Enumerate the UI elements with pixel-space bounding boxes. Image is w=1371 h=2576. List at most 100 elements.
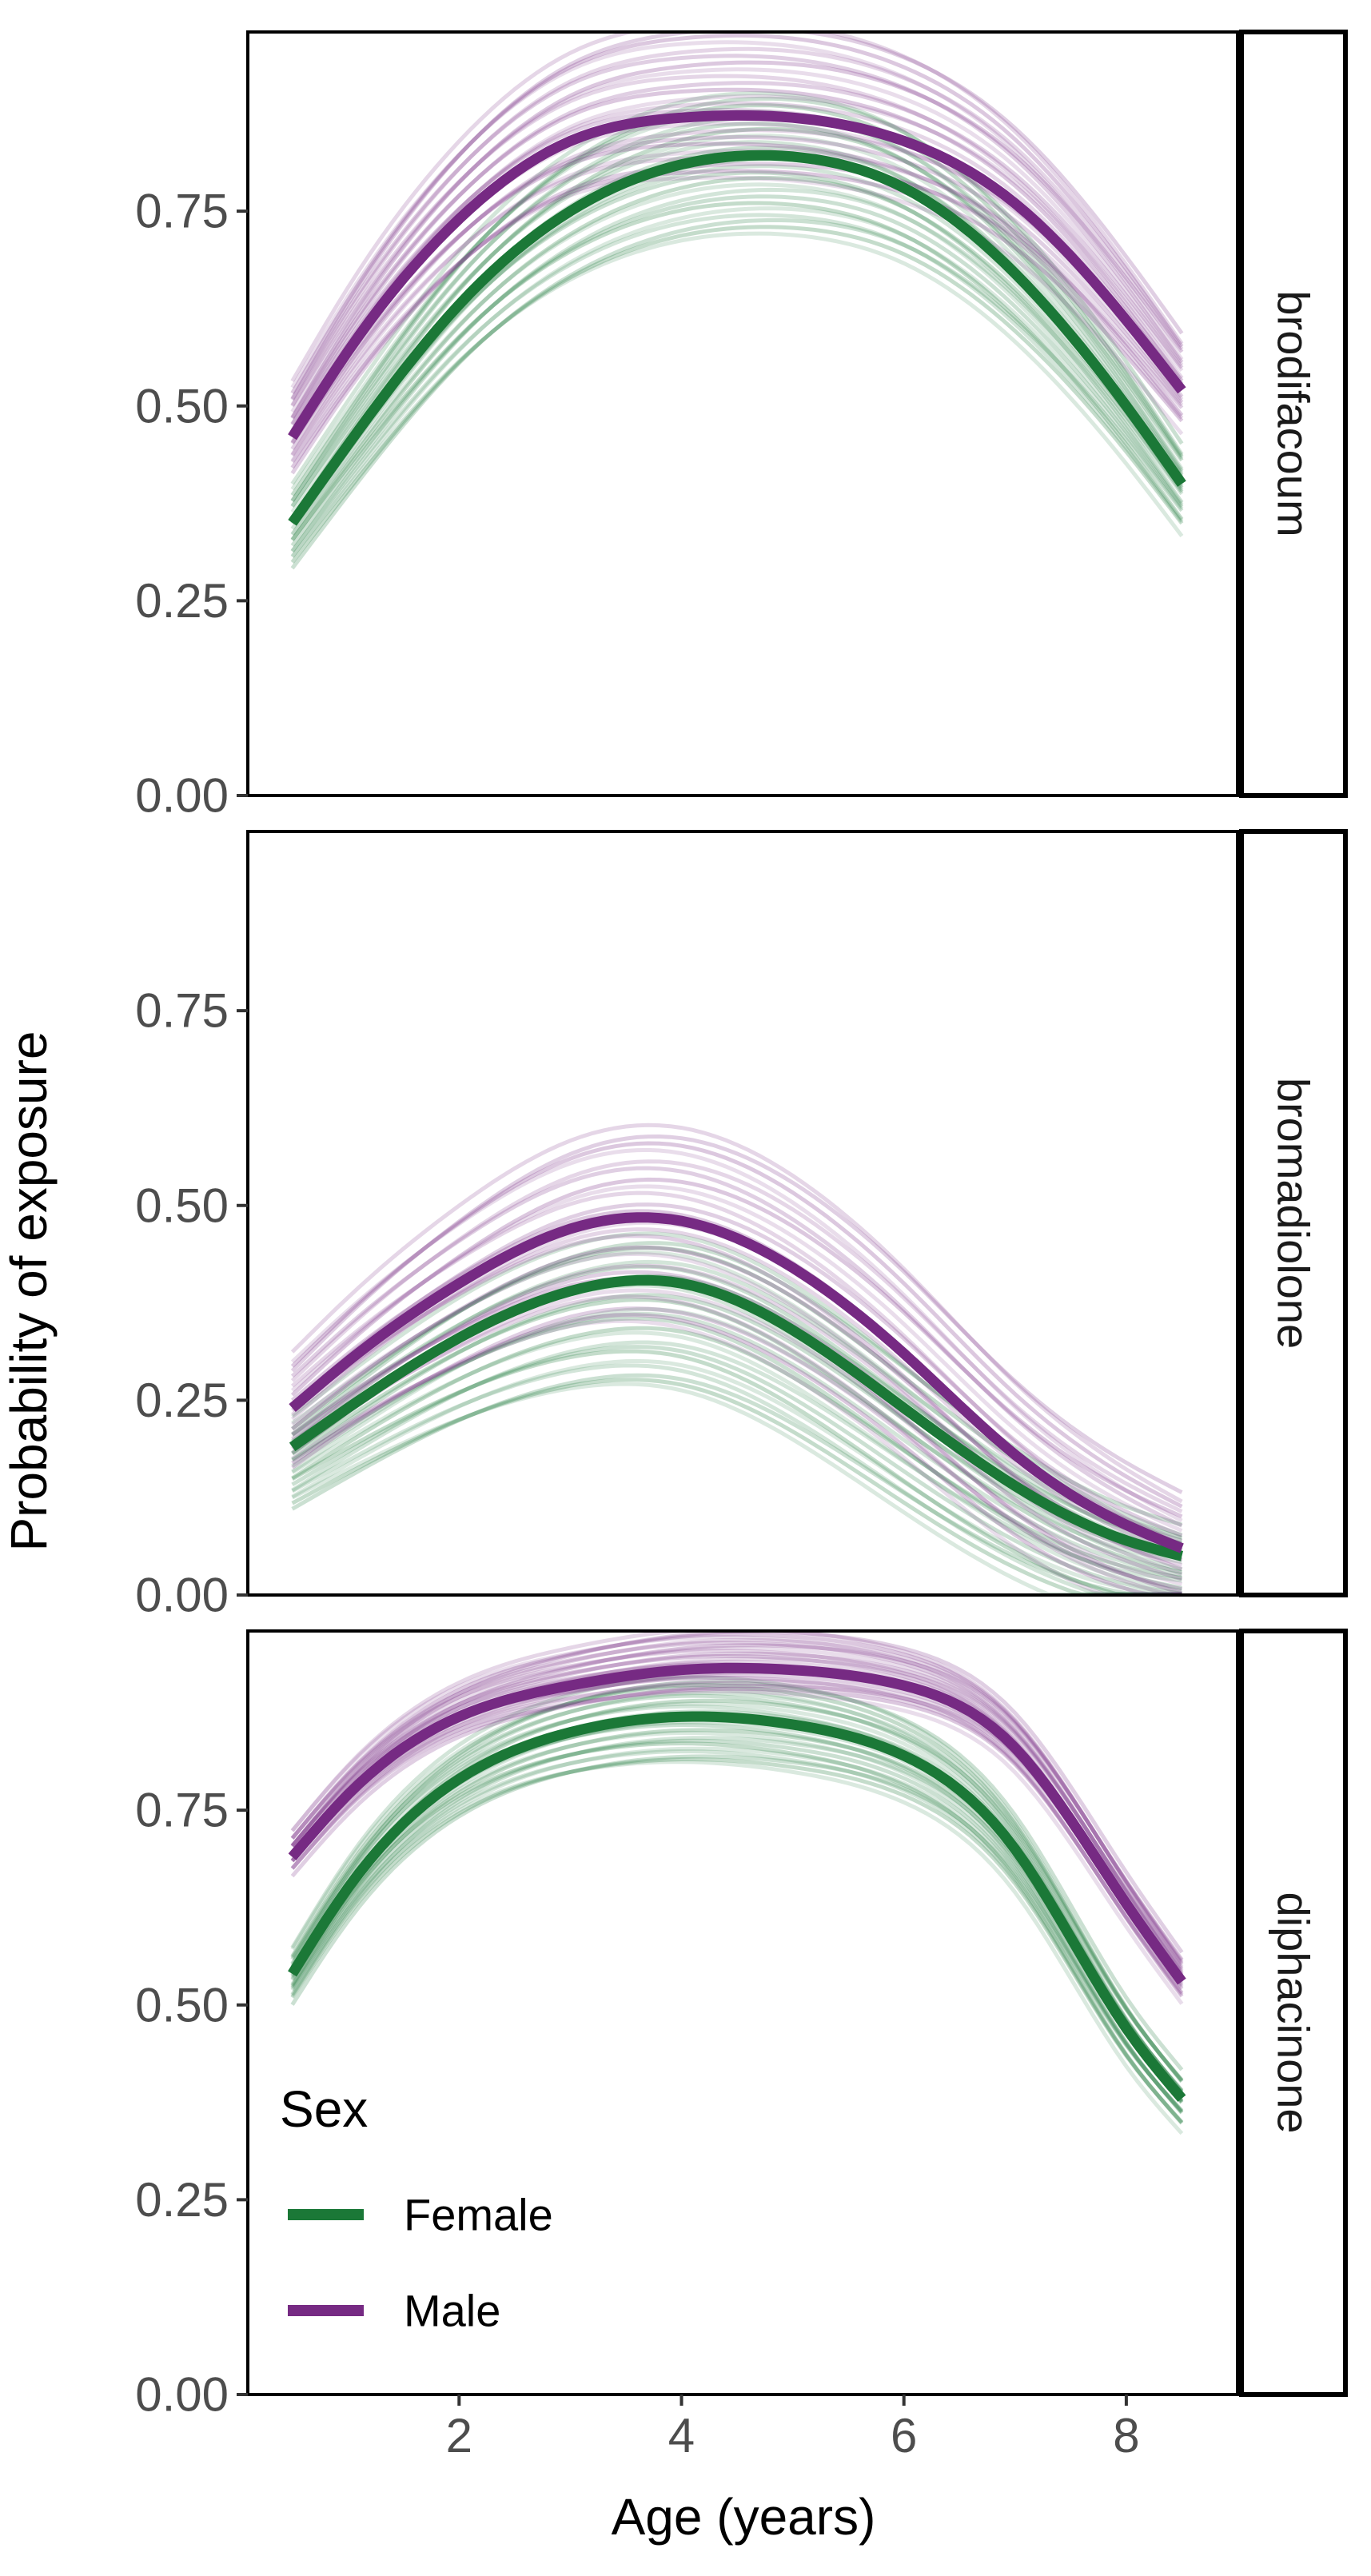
y-tick-label: 0.25 <box>135 1374 229 1427</box>
draw-line-female <box>290 1701 1184 2093</box>
draw-line-female <box>290 1749 1184 2124</box>
y-tick-label: 0.00 <box>135 2368 229 2422</box>
draw-line-male <box>290 60 1184 419</box>
x-tick-label: 6 <box>891 2409 917 2462</box>
draw-line-male <box>291 1294 1182 1595</box>
draw-line-female <box>291 1293 1182 1561</box>
y-tick-label: 0.25 <box>135 574 229 628</box>
draw-line-female <box>290 231 1184 558</box>
series-line-female <box>288 150 1186 526</box>
series-line-female <box>289 1274 1183 1561</box>
draw-line-male <box>290 74 1184 408</box>
x-tick-label: 8 <box>1113 2409 1139 2462</box>
draw-line-female <box>291 1259 1183 1543</box>
y-tick-label: 0.00 <box>135 769 229 823</box>
draw-line-female <box>291 1250 1183 1553</box>
panel-border <box>246 1629 1239 2396</box>
draw-line-male <box>290 1643 1184 1961</box>
draw-line-female <box>291 1373 1182 1595</box>
draw-line-female <box>290 187 1184 553</box>
draw-line-male <box>291 1288 1183 1586</box>
draw-line-male <box>290 1689 1184 2005</box>
draw-line-male <box>290 148 1184 463</box>
draw-line-female <box>291 1340 1182 1583</box>
panel-brodifacoum: brodifacoum 0.00 0.25 0.50 0.75 <box>135 30 1348 823</box>
draw-line-female <box>290 1698 1184 2082</box>
draw-line-male <box>290 161 1184 475</box>
y-tick-label: 0.75 <box>135 185 229 238</box>
draw-line-male <box>290 1184 1183 1533</box>
series-line-male <box>288 1662 1186 1985</box>
panel-border <box>246 830 1239 1597</box>
panel-bromadiolone: bromadiolone 0.00 0.25 0.50 0.75 <box>135 829 1348 1622</box>
draw-line-male <box>290 1147 1183 1523</box>
draw-line-male <box>290 94 1184 437</box>
draw-line-female <box>290 1683 1184 2083</box>
x-axis: 2 4 6 8 <box>446 2395 1140 2462</box>
draw-line-male <box>290 169 1184 469</box>
draw-line-male <box>290 54 1184 401</box>
draw-line-male <box>290 87 1184 420</box>
panel-border <box>246 30 1239 797</box>
x-axis-title: Age (years) <box>612 2488 876 2546</box>
draw-line-female <box>291 1241 1183 1527</box>
draw-line-male <box>290 67 1184 413</box>
draw-line-female <box>290 1754 1184 2112</box>
y-tick-label: 0.50 <box>135 379 229 433</box>
series-group <box>288 1631 1186 2135</box>
draw-line-male <box>290 40 1184 389</box>
draw-line-female <box>290 1746 1184 2113</box>
draw-line-female <box>290 217 1184 570</box>
draw-line-male <box>290 1637 1184 1963</box>
draw-line-male <box>290 1141 1183 1509</box>
series-line-female <box>288 1711 1186 2102</box>
strip-label: bromadiolone <box>1269 1078 1319 1349</box>
draw-line-male <box>290 1632 1184 1964</box>
strip-box <box>1239 829 1348 1597</box>
draw-line-male <box>290 1227 1183 1557</box>
draw-line-female <box>291 1330 1182 1593</box>
draw-line-female <box>290 103 1184 496</box>
draw-line-female <box>291 1326 1182 1580</box>
y-axis-title: Probability of exposure <box>0 1031 58 1551</box>
draw-line-male <box>291 1318 1182 1595</box>
draw-line-female <box>290 1680 1184 2072</box>
y-tick-label: 0.00 <box>135 1569 229 1622</box>
draw-line-male <box>290 46 1184 407</box>
draw-line-female <box>291 1378 1182 1595</box>
draw-line-male <box>290 1123 1183 1504</box>
legend-title: Sex <box>280 2080 368 2138</box>
series-group <box>288 32 1186 570</box>
draw-line-male <box>290 33 1184 394</box>
draw-line-female <box>290 1738 1184 2114</box>
draw-line-female <box>290 194 1184 547</box>
draw-line-female <box>291 1311 1182 1577</box>
y-tick-label: 0.75 <box>135 1784 229 1837</box>
draw-line-male <box>291 1313 1182 1595</box>
strip-label: brodifacoum <box>1269 290 1319 536</box>
draw-line-female <box>290 1693 1184 2094</box>
draw-line-male <box>290 1202 1183 1538</box>
draw-line-male <box>290 1681 1184 1996</box>
series-group <box>289 1123 1184 1595</box>
legend-label-female: Female <box>404 2190 553 2240</box>
draw-line-female <box>290 225 1184 564</box>
draw-line-male <box>290 1159 1183 1513</box>
strip-box <box>1239 30 1348 798</box>
draw-line-female <box>291 1349 1182 1595</box>
draw-line-female <box>290 1760 1184 2135</box>
draw-line-female <box>290 206 1184 559</box>
draw-line-male <box>290 1645 1184 1972</box>
legend-label-male: Male <box>404 2286 500 2336</box>
draw-line-female <box>291 1316 1182 1590</box>
draw-line-female <box>290 213 1184 552</box>
draw-line-female <box>290 182 1184 536</box>
draw-line-female <box>290 122 1184 502</box>
draw-line-male <box>291 1245 1183 1562</box>
draw-line-female <box>291 1363 1182 1595</box>
draw-line-female <box>291 1358 1182 1595</box>
draw-line-male <box>290 1640 1184 1974</box>
panel-background <box>248 831 1237 1595</box>
draw-line-male <box>290 32 1184 382</box>
